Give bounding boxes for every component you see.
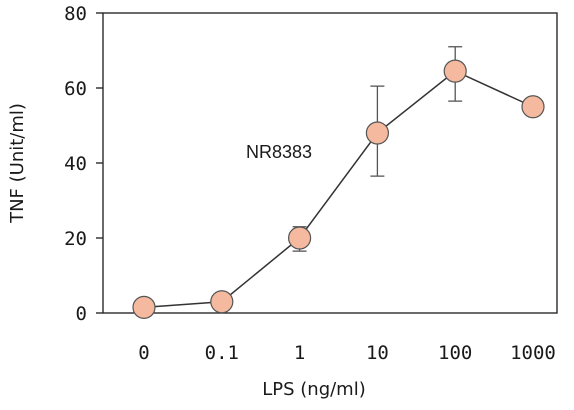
x-tick-label: 10 [366,342,389,364]
x-axis-title: LPS (ng/ml) [262,379,366,400]
x-tick-label: 0 [138,342,149,364]
plot-frame [102,12,558,314]
series-line [143,70,534,309]
data-point [288,226,312,250]
x-tick-label: 1 [294,342,305,364]
x-tick-label: 100 [438,342,472,364]
data-point [443,59,467,83]
y-tick-label: 40 [64,153,87,175]
y-tick-label: 60 [64,78,87,100]
data-point [365,121,389,145]
y-tick-label: 80 [64,3,87,25]
y-tick-label: 0 [76,303,87,325]
x-tick-label: 0.1 [205,342,239,364]
series-annotation: NR8383 [246,142,312,162]
x-tick-label: 1000 [510,342,556,364]
data-point [210,290,234,314]
y-axis-title: TNF (Unit/ml) [7,103,28,224]
data-point [132,295,156,319]
y-tick-label: 20 [64,228,87,250]
data-point [521,95,545,119]
